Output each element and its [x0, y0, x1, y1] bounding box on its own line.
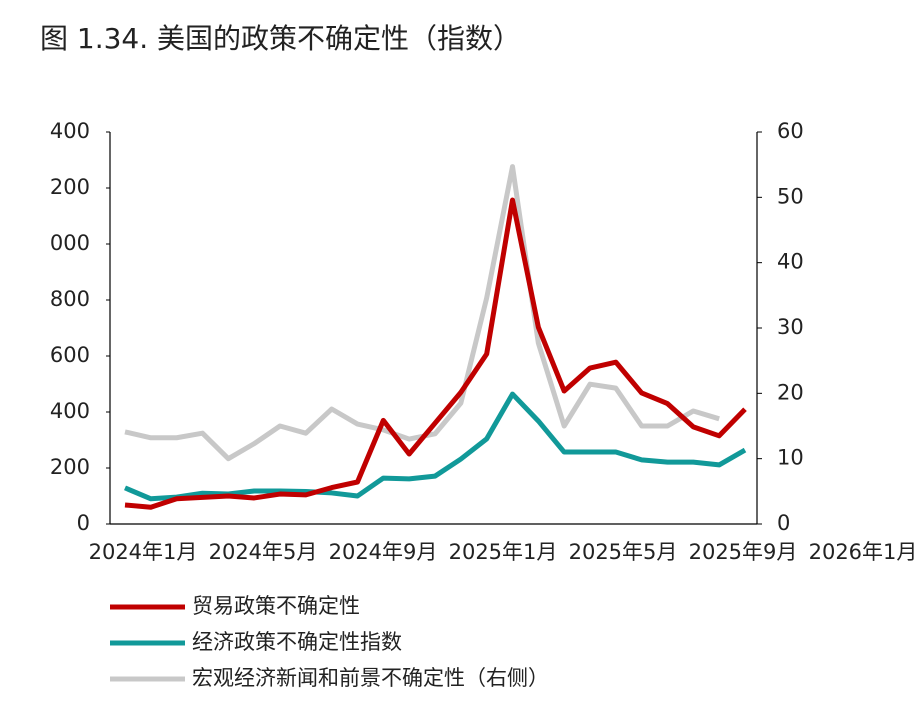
- x-tick-label: 2025年9月: [689, 540, 798, 564]
- y-tick-label: 200: [50, 455, 90, 479]
- y2-tick-label: 40: [777, 250, 804, 274]
- legend-label: 经济政策不确定性指数: [192, 630, 402, 654]
- y-tick-label: 0: [77, 511, 90, 535]
- x-tick-label: 2026年1月: [809, 540, 918, 564]
- y-tick-label: 600: [50, 343, 90, 367]
- y-tick-label: 200: [50, 175, 90, 199]
- x-tick-label: 2024年5月: [209, 540, 318, 564]
- x-tick-label: 2024年9月: [329, 540, 438, 564]
- y2-tick-label: 30: [777, 315, 804, 339]
- chart-title: 图 1.34. 美国的政策不确定性（指数）: [40, 22, 521, 55]
- x-tick-label: 2024年1月: [89, 540, 198, 564]
- y-tick-label: 800: [50, 287, 90, 311]
- legend-label: 贸易政策不确定性: [192, 594, 360, 618]
- y2-tick-label: 60: [777, 119, 804, 143]
- y-tick-label: 400: [50, 399, 90, 423]
- y2-tick-label: 20: [777, 380, 804, 404]
- y2-tick-label: 50: [777, 184, 804, 208]
- legend-label: 宏观经济新闻和前景不确定性（右侧）: [192, 666, 549, 690]
- x-tick-label: 2025年1月: [449, 540, 558, 564]
- y-tick-label: 000: [50, 231, 90, 255]
- y2-tick-label: 10: [777, 446, 804, 470]
- x-tick-label: 2025年5月: [569, 540, 678, 564]
- y2-tick-label: 0: [777, 511, 790, 535]
- y-tick-label: 400: [50, 119, 90, 143]
- series-line: [124, 164, 720, 462]
- series-line: [124, 197, 747, 510]
